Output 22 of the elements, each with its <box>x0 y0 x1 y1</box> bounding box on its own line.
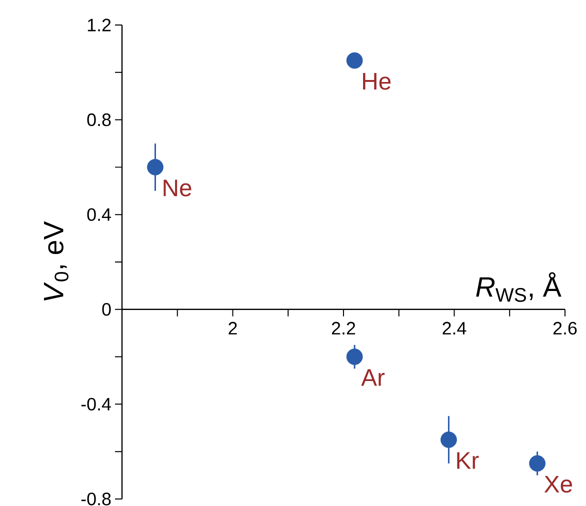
x-tick-label: 2.2 <box>332 322 356 334</box>
y-tick-label: 0.8 <box>87 113 111 126</box>
annotation: Ne <box>164 180 192 196</box>
point <box>346 348 363 365</box>
point <box>147 158 164 176</box>
point <box>440 432 457 448</box>
point <box>346 52 363 69</box>
x-axis-title: R$_{WS}$, Å <box>476 272 562 302</box>
point <box>529 455 546 472</box>
annotation: Ar <box>361 369 385 386</box>
x-tick-label: 2 <box>228 322 237 334</box>
x-tick-label: 2.4 <box>442 322 466 334</box>
y-tick-label: 0 <box>102 303 111 316</box>
annotation: Xe <box>544 476 572 493</box>
y-tick-label: -0.8 <box>81 492 111 506</box>
annotation: He <box>363 73 391 90</box>
y-tick-label: -0.4 <box>81 398 111 411</box>
y-axis-title: V$_{0}$, eV <box>44 221 68 300</box>
y-tick-label: 0.4 <box>87 208 111 221</box>
y-tick-label: 1.2 <box>88 18 111 32</box>
annotation: Kr <box>457 452 479 469</box>
x-tick-label: 2.6 <box>553 322 577 335</box>
